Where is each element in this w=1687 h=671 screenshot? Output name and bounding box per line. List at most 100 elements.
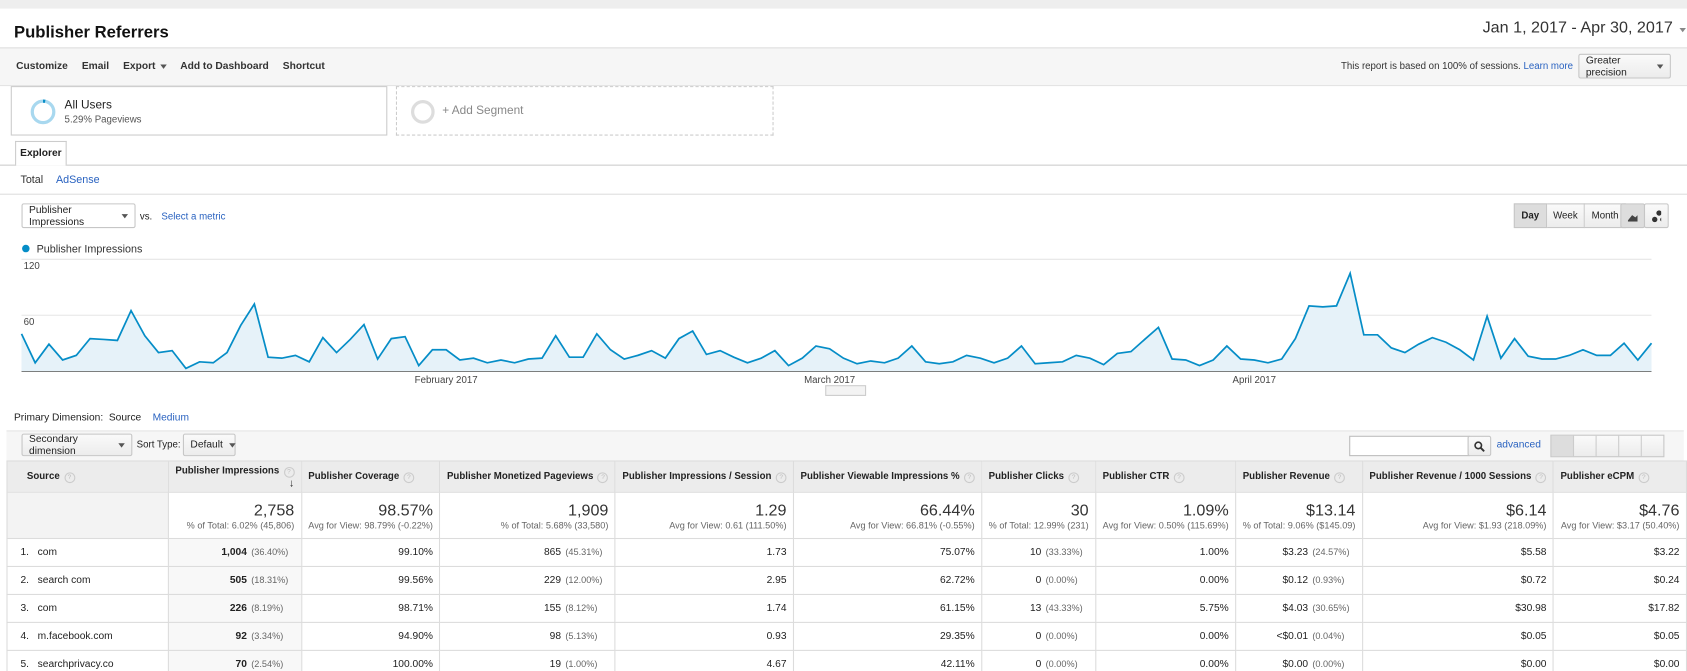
metric-value: 226: [229, 602, 247, 615]
total-cell: 98.57% Avg for View: 98.79% (-0.22%): [300, 491, 441, 540]
metric-cell: 0 (0.00%): [981, 565, 1097, 595]
motion-chart-button[interactable]: [1643, 203, 1669, 229]
metric-dropdown[interactable]: Publisher Impressions: [21, 203, 136, 229]
view-pivot[interactable]: [1642, 436, 1664, 456]
view-performance[interactable]: [1597, 435, 1620, 457]
metric-cell: 4.67: [614, 649, 795, 671]
segment-all-users[interactable]: All Users 5.29% Pageviews: [10, 86, 388, 136]
sort-arrow: ↓: [288, 477, 295, 489]
period-button[interactable]: Month: [1585, 203, 1627, 229]
metric-percent: (0.00%): [1045, 630, 1078, 642]
metric-value: 92: [235, 630, 247, 643]
total-note: Avg for View: 66.81% (-0.55%): [849, 519, 975, 530]
metric-value: 0.93: [766, 630, 787, 643]
source-name[interactable]: search com: [37, 574, 91, 587]
legend-label: Publisher Impressions: [37, 243, 143, 255]
column-header[interactable]: Publisher Impressions / Session?: [614, 460, 795, 493]
metric-value: $3.23: [1282, 546, 1309, 559]
column-header[interactable]: Publisher Clicks?: [981, 460, 1097, 493]
total-cell: 1,909% of Total: 5.68% (33,580): [439, 491, 616, 540]
metric-value: 5.75%: [1199, 602, 1229, 615]
source-name[interactable]: searchprivacy.co: [37, 658, 114, 671]
toolbar-item[interactable]: Shortcut: [282, 60, 325, 73]
total-cell: $6.14 Avg for View: $1.93 (218.09%): [1361, 491, 1555, 540]
metric-value: 10: [1029, 546, 1042, 559]
advanced-link[interactable]: advanced: [1496, 438, 1541, 451]
metric-cell: 98.71%: [300, 593, 441, 623]
metric-cell: $0.00 (0.00%): [1235, 649, 1363, 671]
x-tick-label: February 2017: [415, 375, 478, 386]
select-metric[interactable]: Select a metric: [161, 210, 226, 222]
column-title: Publisher Clicks: [988, 470, 1065, 481]
secondary-dimension[interactable]: Secondary dimension: [21, 433, 133, 457]
metric-cell: 155 (8.12%): [439, 593, 616, 623]
date-range[interactable]: Jan 1, 2017 - Apr 30, 2017: [1483, 18, 1686, 37]
metric-cell: 42.11%: [792, 649, 983, 671]
column-header[interactable]: Publisher Revenue?: [1235, 460, 1363, 493]
column-header[interactable]: Publisher Monetized Pageviews?: [439, 460, 616, 493]
column-header[interactable]: Publisher Revenue / 1000 Sessions?: [1361, 460, 1555, 493]
source-name[interactable]: m.facebook.com: [37, 630, 113, 643]
view-comparison[interactable]: [1619, 435, 1642, 457]
metric-value: $0.00: [1653, 658, 1680, 671]
metric-value: 98: [549, 630, 562, 643]
column-header[interactable]: Publisher Impressions? ↓: [167, 460, 302, 493]
source-name[interactable]: com: [37, 602, 57, 615]
toolbar-item[interactable]: Email: [81, 60, 110, 73]
subtab-total[interactable]: Total: [20, 174, 44, 187]
metric-value: 865: [544, 546, 562, 559]
view-pie[interactable]: [1574, 435, 1597, 457]
precision-dropdown[interactable]: Greater precision: [1578, 53, 1671, 79]
total-value: 30: [1070, 500, 1089, 520]
toolbar-item[interactable]: Customize: [16, 60, 68, 73]
sort-text: Default: [190, 438, 223, 451]
sort-dropdown[interactable]: Default: [182, 433, 236, 457]
vs-label: vs.: [139, 210, 153, 222]
explorer-tab[interactable]: Explorer: [15, 140, 67, 166]
metric-percent: (0.04%): [1312, 630, 1345, 642]
column-title: Publisher CTR: [1102, 470, 1170, 481]
source-name[interactable]: com: [37, 546, 57, 559]
toolbar-item[interactable]: Export: [123, 60, 167, 72]
report-table: Source? Publisher Impressions? ↓ Publisher …: [6, 460, 1687, 671]
row-index: 2.: [20, 574, 29, 587]
dimension-medium[interactable]: Medium: [152, 412, 189, 424]
total-note: Avg for View: 0.50% (115.69%): [1102, 519, 1229, 530]
metric-value: 1.73: [766, 546, 787, 559]
total-value: 1.09%: [1182, 500, 1229, 520]
line-chart-button[interactable]: [1620, 203, 1646, 229]
segment-detail: 5.29% Pageviews: [64, 114, 142, 125]
column-title: Publisher Monetized Pageviews: [446, 470, 594, 481]
column-header[interactable]: Publisher Viewable Impressions %?: [792, 460, 983, 493]
metric-value: 229: [544, 574, 562, 587]
view-table[interactable]: [1551, 435, 1575, 457]
add-segment[interactable]: + Add Segment: [395, 86, 774, 136]
metric-cell: 100.00%: [300, 649, 441, 671]
tab-rule: [0, 164, 1687, 166]
dimension-source[interactable]: Source: [108, 412, 142, 424]
source-cell: 1. com: [6, 537, 169, 567]
search-box[interactable]: [1349, 435, 1470, 457]
total-value: $13.14: [1306, 500, 1356, 520]
metric-value: 0.00%: [1199, 630, 1229, 643]
learn-more[interactable]: Learn more: [1523, 60, 1573, 72]
metric-cell: 0.00%: [1095, 621, 1237, 651]
total-note: % of Total: 9.06% ($145.09): [1242, 519, 1356, 530]
help-icon: ?: [403, 472, 415, 484]
metric-value: 94.90%: [398, 630, 433, 643]
row-index: 3.: [20, 602, 29, 615]
period-button[interactable]: Week: [1546, 203, 1586, 229]
data-row: 2. search com 505 (18.31%) 99.56% 229 (12.00%)…: [6, 565, 1687, 595]
total-cell: 2,758% of Total: 6.02% (45,806): [167, 491, 302, 540]
help-icon: ?: [597, 472, 609, 484]
metric-value: 0.00%: [1199, 658, 1229, 671]
chart-collapse[interactable]: [825, 385, 867, 396]
column-header[interactable]: Publisher CTR?: [1095, 460, 1237, 493]
search-button[interactable]: [1467, 435, 1492, 457]
column-header[interactable]: Publisher eCPM?: [1552, 460, 1687, 493]
metric-cell: 98 (5.13%): [439, 621, 616, 651]
column-header[interactable]: Publisher Coverage?: [300, 460, 441, 493]
toolbar-item[interactable]: Add to Dashboard: [180, 60, 269, 73]
period-button[interactable]: Day: [1513, 203, 1547, 229]
subtab-adsense[interactable]: AdSense: [55, 174, 100, 187]
